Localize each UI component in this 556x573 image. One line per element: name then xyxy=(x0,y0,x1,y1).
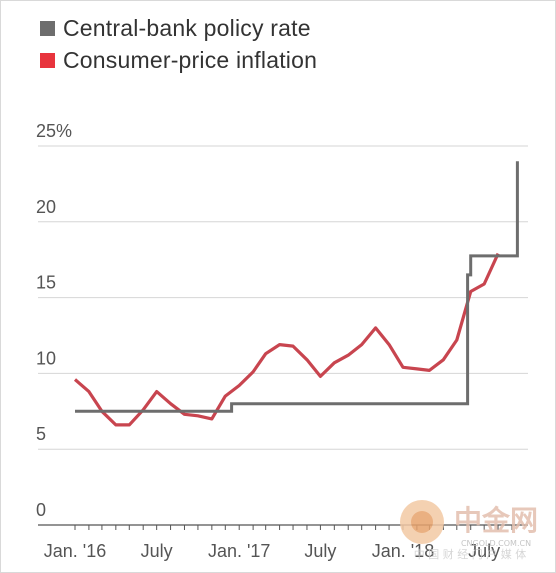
series-line-inflation xyxy=(73,252,500,427)
x-axis-labels: Jan. '16 July Jan. '17 July Jan. '18 July xyxy=(44,541,500,561)
watermark-logo-inner-icon xyxy=(411,511,433,533)
x-tick-label: Jan. '17 xyxy=(208,541,270,561)
y-tick-label: 20 xyxy=(36,197,56,217)
legend-swatch-policy-rate xyxy=(40,20,55,36)
watermark-url: CNGOLD.COM.CN xyxy=(461,539,531,548)
x-tick-label: July xyxy=(304,541,336,561)
legend-item-inflation: Consumer-price inflation xyxy=(40,44,317,76)
y-tick-label: 5 xyxy=(36,424,46,444)
x-tick-label: Jan. '18 xyxy=(372,541,434,561)
y-tick-label: 0 xyxy=(36,500,46,520)
legend-swatch-inflation xyxy=(40,52,55,68)
y-tick-label: 15 xyxy=(36,273,56,293)
watermark: 中金网 CNGOLD.COM.CN 中 国 财 经 门 户 媒 体 xyxy=(400,500,538,561)
gridlines xyxy=(38,145,528,526)
watermark-brand: 中金网 xyxy=(454,504,538,537)
x-axis xyxy=(74,525,513,530)
x-tick-label: Jan. '16 xyxy=(44,541,106,561)
legend-label-policy-rate: Central-bank policy rate xyxy=(63,14,311,41)
y-tick-label: 25% xyxy=(36,121,72,141)
legend: Central-bank policy rate Consumer-price … xyxy=(40,12,317,76)
watermark-tagline: 中 国 财 经 门 户 媒 体 xyxy=(414,547,526,561)
legend-item-policy-rate: Central-bank policy rate xyxy=(40,12,317,44)
series-line-policy-rate xyxy=(75,161,519,413)
legend-label-inflation: Consumer-price inflation xyxy=(63,46,318,73)
y-tick-label: 10 xyxy=(36,348,56,368)
y-axis-labels: 25% 20 15 10 5 0 xyxy=(36,121,72,520)
x-tick-label: July xyxy=(141,541,173,561)
x-tick-label: July xyxy=(468,541,500,561)
series-lines xyxy=(73,161,519,427)
